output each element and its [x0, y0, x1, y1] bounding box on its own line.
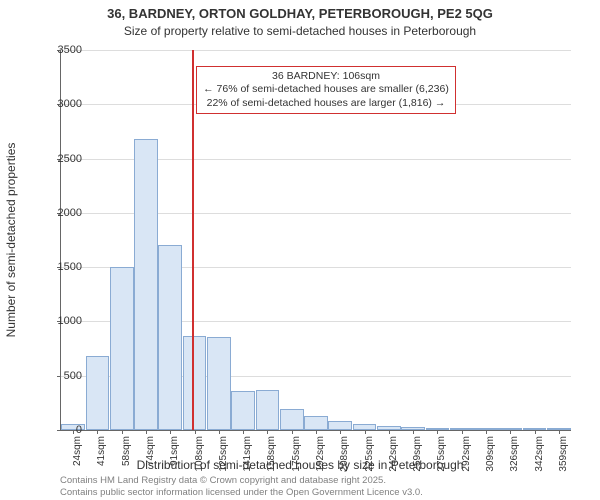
annotation-box: 36 BARDNEY: 106sqm← 76% of semi-detached…: [196, 66, 456, 113]
histogram-bar: [183, 336, 207, 430]
xtick-label: 309sqm: [485, 436, 496, 476]
xtick-mark: [219, 430, 220, 434]
xtick-label: 275sqm: [436, 436, 447, 476]
xtick-label: 326sqm: [509, 436, 520, 476]
xtick-mark: [267, 430, 268, 434]
histogram-bar: [158, 245, 182, 430]
ytick-label: 3000: [42, 98, 82, 110]
xtick-mark: [340, 430, 341, 434]
histogram-bar: [256, 390, 280, 430]
histogram-bar: [207, 337, 231, 430]
xtick-label: 175sqm: [291, 436, 302, 476]
xtick-label: 58sqm: [121, 436, 132, 476]
xtick-mark: [535, 430, 536, 434]
histogram-bar: [280, 409, 304, 430]
xtick-label: 225sqm: [364, 436, 375, 476]
histogram-bar: [304, 416, 328, 430]
xtick-mark: [389, 430, 390, 434]
xtick-mark: [170, 430, 171, 434]
histogram-bar: [86, 356, 110, 430]
xtick-mark: [243, 430, 244, 434]
xtick-label: 208sqm: [339, 436, 350, 476]
xtick-mark: [316, 430, 317, 434]
xtick-mark: [195, 430, 196, 434]
footer-attribution: Contains HM Land Registry data © Crown c…: [60, 475, 423, 498]
chart-title: 36, BARDNEY, ORTON GOLDHAY, PETERBOROUGH…: [0, 6, 600, 23]
histogram-bar: [134, 139, 158, 430]
xtick-label: 74sqm: [145, 436, 156, 476]
y-axis-label: Number of semi-detached properties: [4, 143, 18, 338]
xtick-label: 342sqm: [534, 436, 545, 476]
xtick-label: 292sqm: [461, 436, 472, 476]
xtick-mark: [437, 430, 438, 434]
xtick-mark: [365, 430, 366, 434]
xtick-mark: [413, 430, 414, 434]
ytick-label: 1500: [42, 261, 82, 273]
xtick-label: 359sqm: [558, 436, 569, 476]
grid-line: [61, 50, 571, 51]
footer-line-2: Contains public sector information licen…: [60, 487, 423, 498]
annotation-line: 36 BARDNEY: 106sqm: [203, 70, 449, 83]
xtick-mark: [146, 430, 147, 434]
xtick-label: 108sqm: [194, 436, 205, 476]
xtick-mark: [559, 430, 560, 434]
annotation-line: ← 76% of semi-detached houses are smalle…: [203, 83, 449, 96]
histogram-bar: [328, 421, 352, 430]
ytick-label: 1000: [42, 315, 82, 327]
chart-container: 36, BARDNEY, ORTON GOLDHAY, PETERBOROUGH…: [0, 0, 600, 500]
xtick-label: 125sqm: [218, 436, 229, 476]
xtick-label: 91sqm: [169, 436, 180, 476]
ytick-label: 500: [42, 370, 82, 382]
xtick-label: 158sqm: [266, 436, 277, 476]
ytick-label: 0: [42, 424, 82, 436]
xtick-label: 192sqm: [315, 436, 326, 476]
chart-subtitle: Size of property relative to semi-detach…: [0, 24, 600, 38]
histogram-bar: [110, 267, 134, 430]
ytick-label: 3500: [42, 44, 82, 56]
footer-line-1: Contains HM Land Registry data © Crown c…: [60, 475, 423, 486]
ytick-label: 2000: [42, 207, 82, 219]
xtick-label: 242sqm: [388, 436, 399, 476]
xtick-mark: [97, 430, 98, 434]
histogram-bar: [231, 391, 255, 430]
xtick-label: 141sqm: [242, 436, 253, 476]
xtick-mark: [510, 430, 511, 434]
xtick-label: 41sqm: [96, 436, 107, 476]
ytick-label: 2500: [42, 153, 82, 165]
xtick-mark: [486, 430, 487, 434]
xtick-mark: [292, 430, 293, 434]
xtick-mark: [462, 430, 463, 434]
xtick-mark: [122, 430, 123, 434]
xtick-label: 24sqm: [72, 436, 83, 476]
annotation-line: 22% of semi-detached houses are larger (…: [203, 97, 449, 110]
reference-line: [192, 50, 194, 430]
xtick-label: 259sqm: [412, 436, 423, 476]
